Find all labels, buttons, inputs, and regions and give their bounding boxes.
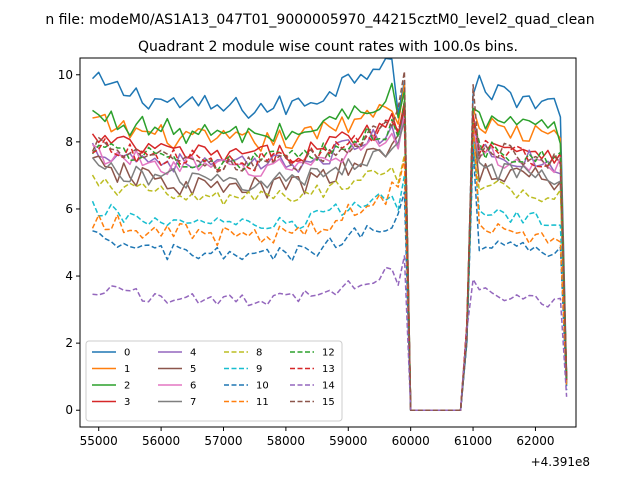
legend-label: 5 — [190, 364, 196, 375]
plot-area: 55000 56000 57000 58000 59000 60000 61000 62000… — [58, 57, 590, 469]
x-tick-label: 61000 — [454, 434, 492, 448]
x-tick-label: 60000 — [392, 434, 430, 448]
legend-label: 1 — [124, 364, 130, 375]
legend-label: 6 — [190, 381, 196, 392]
legend-label: 11 — [256, 397, 269, 408]
series-line-11 — [91, 120, 568, 411]
legend-label: 3 — [124, 397, 130, 408]
axes-frame — [79, 57, 577, 428]
series-line-6 — [92, 114, 568, 411]
legend-label: 13 — [322, 364, 335, 375]
y-axis: 0 2 4 6 8 10 — [58, 68, 80, 417]
figure-suptitle: n file: modeM0/AS1A13_047T01_9000005970_… — [45, 12, 594, 28]
series-line-12 — [91, 100, 568, 411]
legend-label: 9 — [256, 364, 262, 375]
y-tick-label: 8 — [65, 135, 73, 149]
x-offset-label: +4.391e8 — [531, 455, 590, 469]
x-tick-label: 62000 — [516, 434, 554, 448]
series-line-7 — [91, 120, 568, 411]
series-line-8 — [91, 141, 568, 411]
chart-title: Quadrant 2 module wise count rates with … — [138, 39, 518, 55]
legend-label: 8 — [256, 348, 262, 359]
legend-label: 15 — [322, 397, 335, 408]
x-axis: 55000 56000 57000 58000 59000 60000 61000 62000 — [80, 427, 555, 448]
y-tick-label: 2 — [65, 336, 73, 350]
legend-box — [85, 340, 343, 422]
series-line-15 — [91, 70, 568, 411]
x-tick-label: 56000 — [142, 434, 180, 448]
series-line-14 — [92, 255, 568, 411]
series-line-9 — [91, 141, 568, 411]
x-tick-label: 57000 — [204, 434, 242, 448]
y-tick-label: 6 — [65, 202, 73, 216]
x-tick-label: 55000 — [80, 434, 118, 448]
legend-label: 14 — [322, 381, 335, 392]
series-line-2 — [92, 82, 568, 411]
x-tick-label: 59000 — [329, 434, 367, 448]
legend-label: 10 — [256, 381, 269, 392]
x-tick-label: 58000 — [267, 434, 305, 448]
y-tick-label: 0 — [65, 403, 73, 417]
y-tick-label: 10 — [58, 68, 73, 82]
legend-label: 7 — [190, 397, 196, 408]
legend-label: 0 — [124, 348, 130, 359]
series-line-5 — [92, 107, 568, 411]
legend-label: 2 — [124, 381, 130, 392]
legend-label: 12 — [322, 348, 335, 359]
series-line-13 — [92, 107, 568, 411]
y-tick-label: 4 — [65, 269, 73, 283]
series-line-0 — [91, 57, 568, 411]
series-layer — [91, 57, 568, 411]
legend-label: 4 — [190, 348, 196, 359]
